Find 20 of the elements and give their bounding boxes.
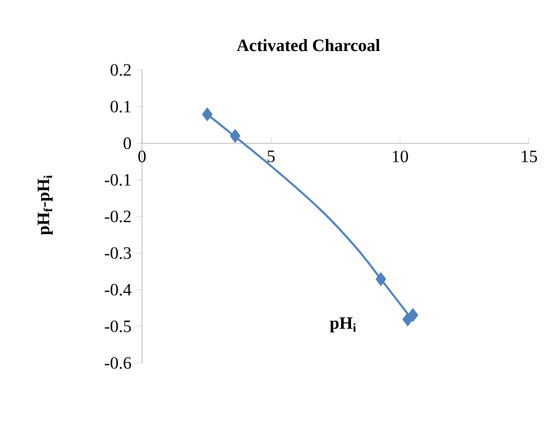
y-tick-label: -0.2	[104, 210, 131, 222]
y-tick-label: -0.1	[104, 174, 131, 186]
x-tick-label: 0	[138, 150, 146, 162]
chart-title: Activated Charcoal	[236, 39, 380, 52]
point	[202, 107, 213, 122]
y-tick-label: -0.5	[104, 320, 131, 332]
y-tick-label: 0.2	[110, 64, 131, 76]
y-tick-label: -0.3	[104, 247, 131, 260]
x-tick-label: 5	[268, 150, 275, 162]
point	[230, 128, 240, 143]
y-tick-label: 0.1	[110, 100, 131, 113]
y-tick-label: 0	[124, 137, 131, 150]
point	[408, 308, 418, 322]
x-tick-label: 10	[392, 150, 408, 162]
y-axis-title: pH$_{f}$-pH$_{i}$	[38, 175, 53, 235]
y-tick-label: -0.6	[104, 357, 132, 369]
x-axis-title: pH$_{i}$	[330, 317, 356, 332]
x-tick-label: 15	[522, 150, 537, 162]
y-tick-label: -0.4	[104, 284, 132, 296]
point	[376, 272, 386, 286]
